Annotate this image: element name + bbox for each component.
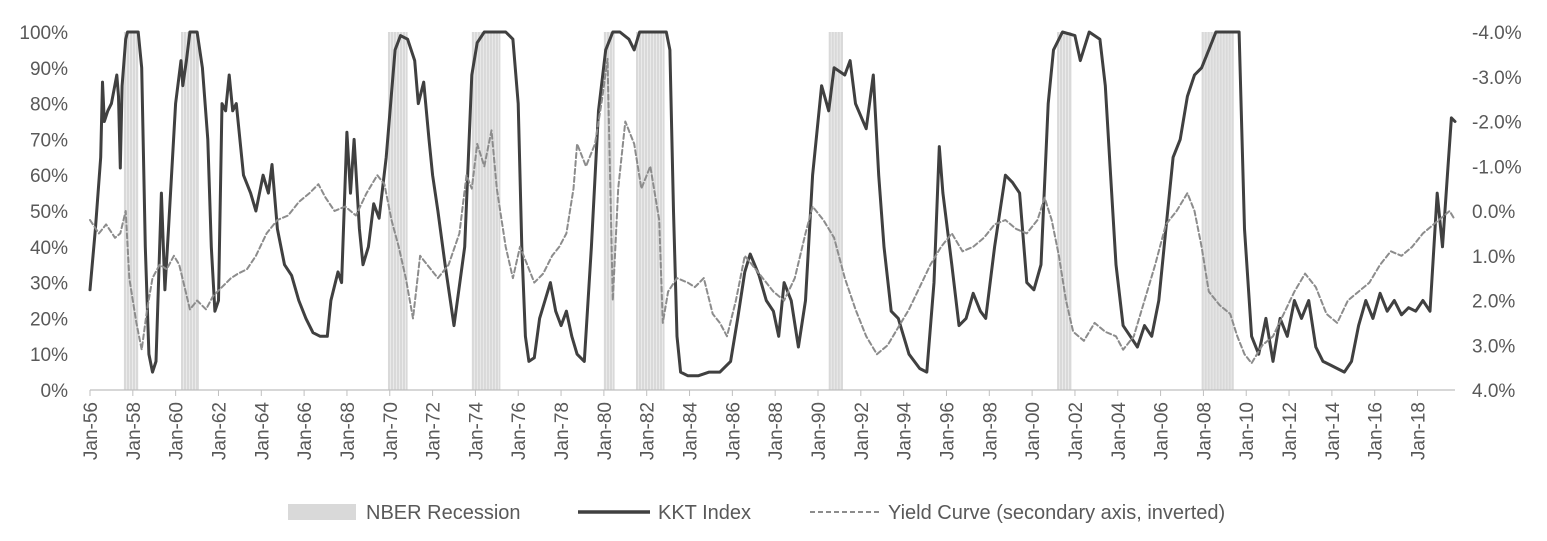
x-tick-label: Jan-84 [681, 402, 702, 461]
x-tick-label: Jan-04 [1109, 402, 1130, 461]
y-left-tick-label: 10% [30, 345, 68, 366]
x-tick-label: Jan-68 [338, 402, 359, 460]
x-tick-label: Jan-76 [509, 402, 530, 460]
x-tick-label: Jan-62 [209, 402, 230, 460]
recession-band [181, 32, 199, 390]
left-axis-ticks: 0% 10% 20% 30% 40% 50% 60% 70% 80% 90% 100% [19, 23, 68, 402]
x-tick-label: Jan-02 [1066, 402, 1087, 460]
y-right-tick-label: -4.0% [1472, 23, 1522, 44]
y-right-tick-label: 4.0% [1472, 381, 1515, 402]
legend: NBER Recession KKT Index Yield Curve (seco… [288, 502, 1225, 524]
right-axis-ticks: -4.0% -3.0% -2.0% -1.0% 0.0% 1.0% 2.0% 3.0% 4.0% [1472, 23, 1522, 402]
x-tick-label: Jan-90 [809, 402, 830, 460]
x-tick-label: Jan-78 [552, 402, 573, 460]
x-tick-label: Jan-12 [1280, 402, 1301, 460]
x-tick-label: Jan-96 [937, 402, 958, 460]
y-right-tick-label: 3.0% [1472, 336, 1515, 357]
x-tick-label: Jan-14 [1323, 402, 1344, 461]
y-right-tick-label: 1.0% [1472, 247, 1515, 268]
x-tick-label: Jan-64 [252, 402, 273, 461]
legend-label-recession: NBER Recession [366, 502, 521, 524]
y-right-tick-label: -1.0% [1472, 157, 1522, 178]
legend-label-kkt: KKT Index [658, 502, 751, 524]
x-tick-label: Jan-00 [1023, 402, 1044, 460]
y-left-tick-label: 50% [30, 202, 68, 223]
x-tick-label: Jan-88 [766, 402, 787, 460]
y-left-tick-label: 80% [30, 95, 68, 116]
x-tick-label: Jan-58 [124, 402, 145, 460]
x-tick-label: Jan-80 [595, 402, 616, 460]
x-tick-label: Jan-82 [638, 402, 659, 460]
x-tick-label: Jan-18 [1409, 402, 1430, 460]
yield-curve-line [89, 57, 1456, 365]
kkt-index-line [88, 30, 1457, 378]
y-right-tick-label: 0.0% [1472, 202, 1515, 223]
y-left-tick-label: 30% [30, 274, 68, 295]
x-tick-label: Jan-08 [1194, 402, 1215, 460]
x-tick-label: Jan-60 [167, 402, 188, 460]
y-right-tick-label: -3.0% [1472, 68, 1522, 89]
x-tick-label: Jan-74 [466, 402, 487, 461]
x-tick-label: Jan-86 [723, 402, 744, 460]
recession-band [387, 32, 408, 390]
x-tick-label: Jan-70 [381, 402, 402, 460]
x-axis-ticks: Jan-56 Jan-58 Jan-60 Jan-62 Jan-64 Jan-66 Jan-… [81, 390, 1430, 460]
legend-swatch-recession [288, 504, 356, 520]
x-tick-label: Jan-94 [895, 402, 916, 461]
y-left-tick-label: 20% [30, 309, 68, 330]
x-tick-label: Jan-10 [1237, 402, 1258, 460]
y-left-tick-label: 100% [19, 23, 68, 44]
y-left-tick-label: 0% [41, 381, 69, 402]
x-tick-label: Jan-72 [424, 402, 445, 460]
y-left-tick-label: 90% [30, 59, 68, 80]
recession-band [1201, 32, 1234, 390]
series-lines [88, 30, 1457, 378]
recession-band [1057, 32, 1072, 390]
x-tick-label: Jan-66 [295, 402, 316, 460]
x-tick-label: Jan-06 [1152, 402, 1173, 460]
y-left-tick-label: 70% [30, 130, 68, 151]
y-right-tick-label: -2.0% [1472, 113, 1522, 134]
y-left-tick-label: 60% [30, 166, 68, 187]
x-tick-label: Jan-56 [81, 402, 102, 460]
recession-band [603, 32, 615, 390]
x-tick-label: Jan-16 [1366, 402, 1387, 460]
recession-band [471, 32, 501, 390]
x-tick-label: Jan-98 [980, 402, 1001, 460]
x-tick-label: Jan-92 [852, 402, 873, 460]
legend-label-yield: Yield Curve (secondary axis, inverted) [888, 502, 1225, 524]
recession-bands [123, 32, 1234, 390]
y-right-tick-label: 2.0% [1472, 292, 1515, 313]
y-left-tick-label: 40% [30, 238, 68, 259]
recession-band [636, 32, 665, 390]
